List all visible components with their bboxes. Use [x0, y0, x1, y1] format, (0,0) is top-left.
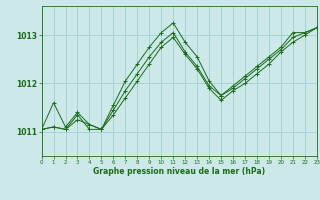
X-axis label: Graphe pression niveau de la mer (hPa): Graphe pression niveau de la mer (hPa) [93, 167, 265, 176]
